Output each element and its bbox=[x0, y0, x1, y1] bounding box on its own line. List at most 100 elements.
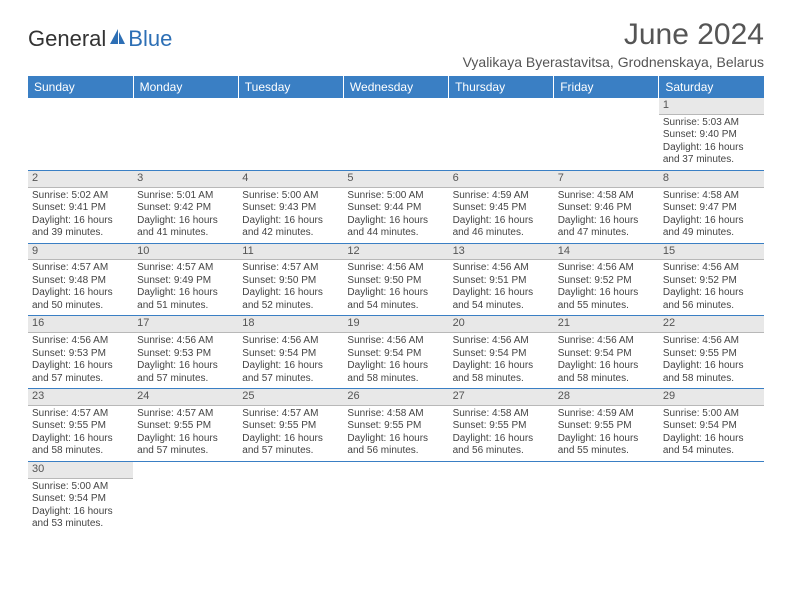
daylight-text: and 58 minutes. bbox=[32, 445, 129, 458]
daylight-text: Daylight: 16 hours bbox=[347, 360, 444, 373]
daylight-text: Daylight: 16 hours bbox=[558, 433, 655, 446]
day-number: 10 bbox=[133, 244, 238, 261]
daylight-text: Daylight: 16 hours bbox=[663, 287, 760, 300]
daylight-text: and 56 minutes. bbox=[347, 445, 444, 458]
calendar-table: Sunday Monday Tuesday Wednesday Thursday… bbox=[28, 76, 764, 534]
sunset-text: Sunset: 9:48 PM bbox=[32, 275, 129, 288]
sunset-text: Sunset: 9:54 PM bbox=[663, 420, 760, 433]
daylight-text: Daylight: 16 hours bbox=[453, 433, 550, 446]
calendar-day-cell bbox=[133, 98, 238, 170]
sunrise-text: Sunrise: 4:56 AM bbox=[453, 335, 550, 348]
sunrise-text: Sunrise: 4:56 AM bbox=[242, 335, 339, 348]
sunrise-text: Sunrise: 5:00 AM bbox=[32, 481, 129, 494]
daylight-text: and 46 minutes. bbox=[453, 227, 550, 240]
sunrise-text: Sunrise: 4:56 AM bbox=[347, 262, 444, 275]
calendar-week-row: 1Sunrise: 5:03 AMSunset: 9:40 PMDaylight… bbox=[28, 98, 764, 170]
daylight-text: and 55 minutes. bbox=[558, 445, 655, 458]
daylight-text: and 41 minutes. bbox=[137, 227, 234, 240]
calendar-day-cell: 15Sunrise: 4:56 AMSunset: 9:52 PMDayligh… bbox=[659, 243, 764, 316]
calendar-day-cell: 30 Sunrise: 5:00 AMSunset: 9:54 PMDayligh… bbox=[28, 461, 133, 533]
weekday-header-row: Sunday Monday Tuesday Wednesday Thursday… bbox=[28, 76, 764, 98]
daylight-text: and 58 minutes. bbox=[663, 373, 760, 386]
calendar-week-row: 23Sunrise: 4:57 AMSunset: 9:55 PMDayligh… bbox=[28, 389, 764, 462]
day-number: 22 bbox=[659, 316, 764, 333]
sunrise-text: Sunrise: 4:57 AM bbox=[242, 262, 339, 275]
sunrise-text: Sunrise: 5:02 AM bbox=[32, 190, 129, 203]
daylight-text: and 58 minutes. bbox=[453, 373, 550, 386]
day-number: 25 bbox=[238, 389, 343, 406]
day-number: 17 bbox=[133, 316, 238, 333]
calendar-day-cell: 23Sunrise: 4:57 AMSunset: 9:55 PMDayligh… bbox=[28, 389, 133, 462]
sunrise-text: Sunrise: 5:01 AM bbox=[137, 190, 234, 203]
daylight-text: Daylight: 16 hours bbox=[242, 215, 339, 228]
daylight-text: Daylight: 16 hours bbox=[453, 287, 550, 300]
daylight-text: Daylight: 16 hours bbox=[242, 287, 339, 300]
sunrise-text: Sunrise: 4:56 AM bbox=[663, 262, 760, 275]
sunset-text: Sunset: 9:55 PM bbox=[32, 420, 129, 433]
sunset-text: Sunset: 9:55 PM bbox=[558, 420, 655, 433]
day-number: 30 bbox=[28, 462, 133, 479]
daylight-text: and 54 minutes. bbox=[663, 445, 760, 458]
calendar-day-cell: 7Sunrise: 4:58 AMSunset: 9:46 PMDaylight… bbox=[554, 170, 659, 243]
daylight-text: Daylight: 16 hours bbox=[242, 433, 339, 446]
daylight-text: and 57 minutes. bbox=[242, 445, 339, 458]
sunrise-text: Sunrise: 5:00 AM bbox=[663, 408, 760, 421]
daylight-text: and 57 minutes. bbox=[32, 373, 129, 386]
day-number: 4 bbox=[238, 171, 343, 188]
sunset-text: Sunset: 9:55 PM bbox=[242, 420, 339, 433]
daylight-text: Daylight: 16 hours bbox=[663, 142, 760, 155]
sunset-text: Sunset: 9:54 PM bbox=[32, 493, 129, 506]
day-number: 23 bbox=[28, 389, 133, 406]
sunset-text: Sunset: 9:47 PM bbox=[663, 202, 760, 215]
day-number: 7 bbox=[554, 171, 659, 188]
daylight-text: Daylight: 16 hours bbox=[242, 360, 339, 373]
calendar-day-cell: 10Sunrise: 4:57 AMSunset: 9:49 PMDayligh… bbox=[133, 243, 238, 316]
day-number: 15 bbox=[659, 244, 764, 261]
calendar-day-cell: 12Sunrise: 4:56 AMSunset: 9:50 PMDayligh… bbox=[343, 243, 448, 316]
daylight-text: and 57 minutes. bbox=[242, 373, 339, 386]
calendar-day-cell bbox=[238, 461, 343, 533]
calendar-day-cell: 25 Sunrise: 4:57 AMSunset: 9:55 PMDayligh… bbox=[238, 389, 343, 462]
calendar-day-cell: 17Sunrise: 4:56 AMSunset: 9:53 PMDayligh… bbox=[133, 316, 238, 389]
sunrise-text: Sunrise: 4:58 AM bbox=[453, 408, 550, 421]
daylight-text: Daylight: 16 hours bbox=[663, 433, 760, 446]
day-number: 11 bbox=[238, 244, 343, 261]
calendar-day-cell: 26Sunrise: 4:58 AMSunset: 9:55 PMDayligh… bbox=[343, 389, 448, 462]
day-number: 12 bbox=[343, 244, 448, 261]
sunrise-text: Sunrise: 5:03 AM bbox=[663, 117, 760, 130]
location-subtitle: Vyalikaya Byerastavitsa, Grodnenskaya, B… bbox=[28, 54, 764, 70]
day-number: 3 bbox=[133, 171, 238, 188]
sunrise-text: Sunrise: 4:57 AM bbox=[32, 408, 129, 421]
calendar-day-cell: 13Sunrise: 4:56 AMSunset: 9:51 PMDayligh… bbox=[449, 243, 554, 316]
calendar-day-cell: 4Sunrise: 5:00 AMSunset: 9:43 PMDaylight… bbox=[238, 170, 343, 243]
day-number: 16 bbox=[28, 316, 133, 333]
logo-text-blue: Blue bbox=[128, 26, 172, 52]
sunset-text: Sunset: 9:50 PM bbox=[242, 275, 339, 288]
daylight-text: Daylight: 16 hours bbox=[137, 433, 234, 446]
calendar-day-cell: 19Sunrise: 4:56 AMSunset: 9:54 PMDayligh… bbox=[343, 316, 448, 389]
day-number: 24 bbox=[133, 389, 238, 406]
daylight-text: and 53 minutes. bbox=[32, 518, 129, 531]
calendar-day-cell bbox=[659, 461, 764, 533]
daylight-text: and 42 minutes. bbox=[242, 227, 339, 240]
weekday-header: Monday bbox=[133, 76, 238, 98]
title-block: June 2024 bbox=[624, 18, 764, 52]
daylight-text: Daylight: 16 hours bbox=[453, 215, 550, 228]
sunset-text: Sunset: 9:55 PM bbox=[663, 348, 760, 361]
sunrise-text: Sunrise: 4:57 AM bbox=[137, 262, 234, 275]
sunset-text: Sunset: 9:46 PM bbox=[558, 202, 655, 215]
sunrise-text: Sunrise: 4:57 AM bbox=[242, 408, 339, 421]
day-number: 29 bbox=[659, 389, 764, 406]
daylight-text: Daylight: 16 hours bbox=[137, 360, 234, 373]
sunrise-text: Sunrise: 4:58 AM bbox=[347, 408, 444, 421]
sunset-text: Sunset: 9:50 PM bbox=[347, 275, 444, 288]
sunset-text: Sunset: 9:45 PM bbox=[453, 202, 550, 215]
daylight-text: Daylight: 16 hours bbox=[32, 506, 129, 519]
sunset-text: Sunset: 9:55 PM bbox=[137, 420, 234, 433]
daylight-text: Daylight: 16 hours bbox=[347, 287, 444, 300]
day-number: 18 bbox=[238, 316, 343, 333]
calendar-day-cell: 22Sunrise: 4:56 AMSunset: 9:55 PMDayligh… bbox=[659, 316, 764, 389]
sunrise-text: Sunrise: 5:00 AM bbox=[242, 190, 339, 203]
logo-text-general: General bbox=[28, 26, 106, 52]
sunrise-text: Sunrise: 4:58 AM bbox=[558, 190, 655, 203]
